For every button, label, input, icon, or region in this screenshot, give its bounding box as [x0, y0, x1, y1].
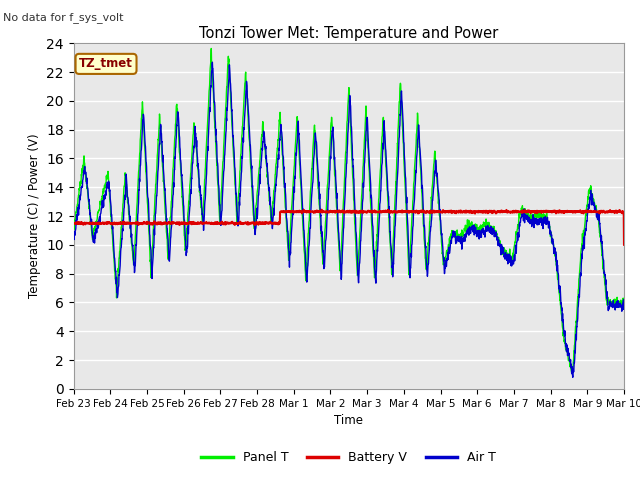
X-axis label: Time: Time [334, 414, 364, 427]
Title: Tonzi Tower Met: Temperature and Power: Tonzi Tower Met: Temperature and Power [199, 25, 499, 41]
Legend: Panel T, Battery V, Air T: Panel T, Battery V, Air T [196, 446, 501, 469]
Y-axis label: Temperature (C) / Power (V): Temperature (C) / Power (V) [28, 134, 40, 298]
Text: No data for f_sys_volt: No data for f_sys_volt [3, 12, 124, 23]
Text: TZ_tmet: TZ_tmet [79, 58, 133, 71]
